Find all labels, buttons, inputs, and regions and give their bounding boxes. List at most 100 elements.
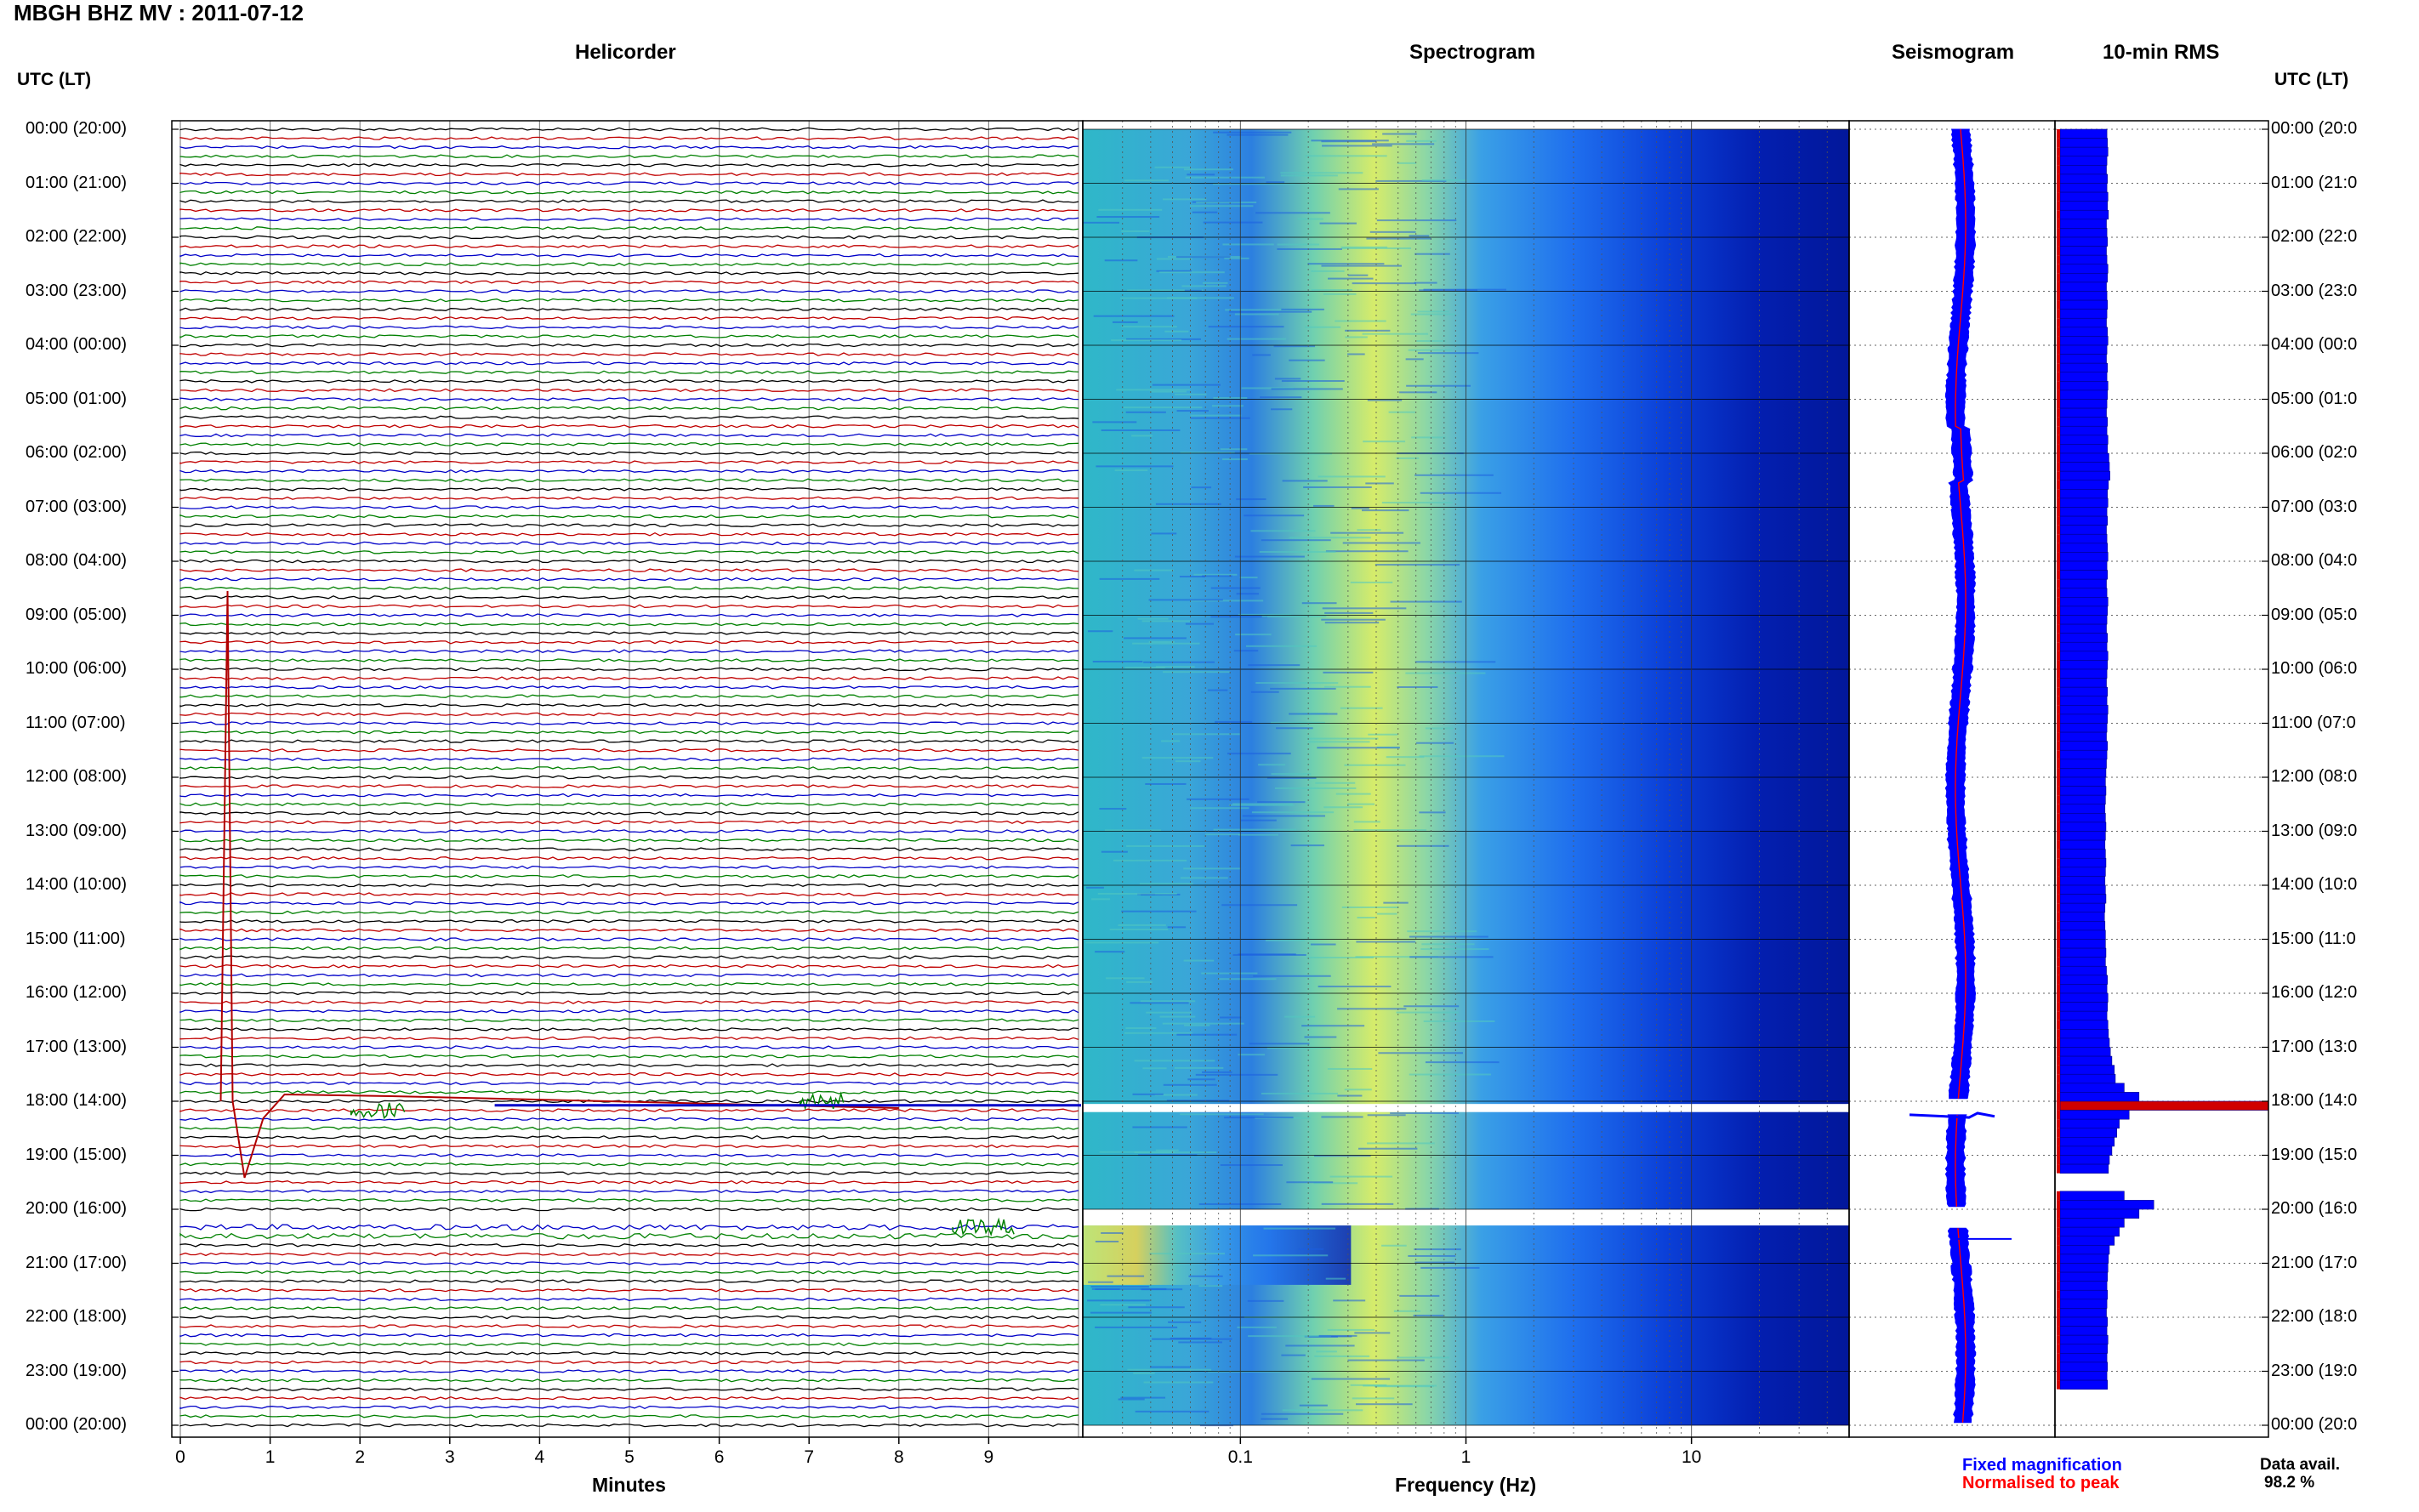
rms-bar-marker	[2057, 1191, 2060, 1201]
left-time-label: 07:00 (03:00)	[26, 497, 127, 516]
rms-bar-marker	[2057, 1380, 2060, 1390]
right-time-label: 13:00 (09:0	[2271, 821, 2358, 840]
rms-bar	[2059, 984, 2108, 994]
spectrogram-streak	[1337, 1008, 1407, 1010]
rms-bar-marker	[2057, 327, 2060, 337]
rms-bar	[2059, 705, 2109, 715]
helicorder-trace	[179, 1081, 1079, 1086]
spectrogram-streak	[1104, 829, 1161, 832]
spectrogram-streak	[1222, 458, 1248, 461]
spectrogram-streak	[1247, 1299, 1284, 1302]
rms-frame	[2054, 120, 2269, 1438]
spectrogram-streak	[1417, 352, 1479, 355]
rms-bar	[2059, 623, 2107, 634]
right-time-label: 05:00 (01:0	[2271, 389, 2358, 408]
helicorder-trace	[179, 514, 1079, 519]
left-time-label: 21:00 (17:00)	[26, 1253, 127, 1272]
rms-bar	[2059, 1037, 2110, 1048]
spectrogram-streak	[1313, 1155, 1371, 1157]
helicorder-x-tick-label: 8	[893, 1447, 904, 1467]
spectrogram-streak	[1307, 263, 1385, 265]
spectrogram-streak	[1146, 1011, 1192, 1014]
right-time-label: 18:00 (14:0	[2271, 1091, 2358, 1110]
rms-bar-marker	[2057, 1227, 2060, 1236]
spectrogram-streak	[1325, 1277, 1346, 1280]
rms-bar-marker	[2057, 1263, 2060, 1273]
rms-bar-marker	[2057, 651, 2060, 661]
rms-bar	[2059, 1137, 2115, 1147]
rms-bar	[2059, 425, 2108, 436]
spectrogram-streak	[1210, 587, 1261, 589]
spectrogram-streak	[1161, 740, 1181, 742]
rms-bar-marker	[2057, 1290, 2060, 1299]
spectrogram-streak	[1188, 1275, 1223, 1277]
rms-bar-marker	[2057, 129, 2060, 139]
rms-bar	[2059, 497, 2109, 508]
helicorder-trace	[179, 145, 1079, 150]
right-time-label: 08:00 (04:0	[2271, 551, 2358, 570]
helicorder-trace	[179, 1224, 1079, 1231]
spectrogram-streak	[1276, 727, 1313, 730]
spectrogram-streak	[1141, 620, 1192, 622]
spectrogram-streak	[1345, 329, 1391, 332]
spectrogram-streak	[1407, 930, 1477, 933]
rms-bar	[2059, 533, 2108, 544]
spectrogram-streak	[1368, 733, 1398, 736]
helicorder-x-tick-label: 2	[355, 1447, 366, 1467]
spectrogram-streak	[1142, 1067, 1167, 1070]
spectrogram-streak	[1180, 877, 1228, 879]
spectrogram-streak	[1421, 943, 1475, 946]
rms-bar	[2059, 560, 2108, 571]
helicorder-trace	[179, 784, 1079, 788]
spectrogram-streak	[1409, 956, 1494, 958]
spectrogram-streak	[1289, 537, 1371, 539]
rms-bar	[2059, 173, 2108, 184]
spectrogram-streak	[1087, 1299, 1150, 1302]
rms-bar-marker	[2057, 759, 2060, 769]
rms-bar	[2059, 1208, 2140, 1219]
spectrogram-streak	[1261, 1418, 1289, 1420]
spectrogram-streak	[1242, 815, 1325, 817]
spectrogram-streak	[1174, 393, 1207, 395]
spectrogram-streak	[1261, 539, 1331, 542]
spectrogram-streak	[1134, 569, 1174, 571]
rms-bar	[2059, 884, 2106, 895]
rms-bar	[2059, 713, 2108, 724]
helicorder-trace	[179, 1315, 1079, 1320]
spectrogram-streak	[1314, 1355, 1370, 1357]
rms-bar-marker	[2057, 1209, 2060, 1219]
spectrogram-streak	[1233, 650, 1259, 652]
spectrogram-streak	[1127, 289, 1204, 292]
spectrogram-streak	[1235, 634, 1272, 636]
spectrogram-streak	[1403, 1005, 1460, 1008]
spectrogram-streak	[1345, 336, 1368, 338]
spectrogram-streak	[1306, 957, 1374, 959]
rms-bar	[2059, 1226, 2120, 1237]
seismogram-normalised-trace	[1955, 128, 1967, 1099]
rms-bar	[2059, 515, 2108, 526]
rms-bar-marker	[2057, 975, 2060, 985]
rms-bar-marker	[2057, 1281, 2060, 1291]
spectrogram-streak	[1087, 630, 1113, 633]
spectrogram-streak	[1227, 338, 1287, 340]
spectrogram-streak	[1126, 981, 1153, 983]
helicorder-trace	[179, 631, 1079, 635]
left-time-label: 12:00 (08:00)	[26, 767, 127, 786]
helicorder-trace	[179, 955, 1079, 959]
rms-bar	[2059, 696, 2108, 706]
spectrogram-streak	[1225, 309, 1300, 311]
spectrogram-x-tick-label: 10	[1681, 1447, 1702, 1467]
spectrogram-x-tick-label: 1	[1460, 1447, 1471, 1467]
helicorder-trace	[179, 1179, 1079, 1185]
rms-bar	[2059, 597, 2109, 607]
right-time-label: 12:00 (08:0	[2271, 767, 2358, 786]
rms-bar	[2059, 191, 2109, 202]
spectrogram-streak	[1085, 886, 1104, 889]
rms-bar	[2059, 489, 2108, 499]
rms-bar-marker	[2057, 732, 2060, 742]
spectrogram-streak	[1378, 1052, 1464, 1054]
helicorder-trace	[179, 442, 1079, 446]
spectrogram-streak	[1145, 782, 1187, 785]
helicorder-trace	[179, 946, 1079, 951]
rms-bar-marker	[2057, 1236, 2060, 1246]
